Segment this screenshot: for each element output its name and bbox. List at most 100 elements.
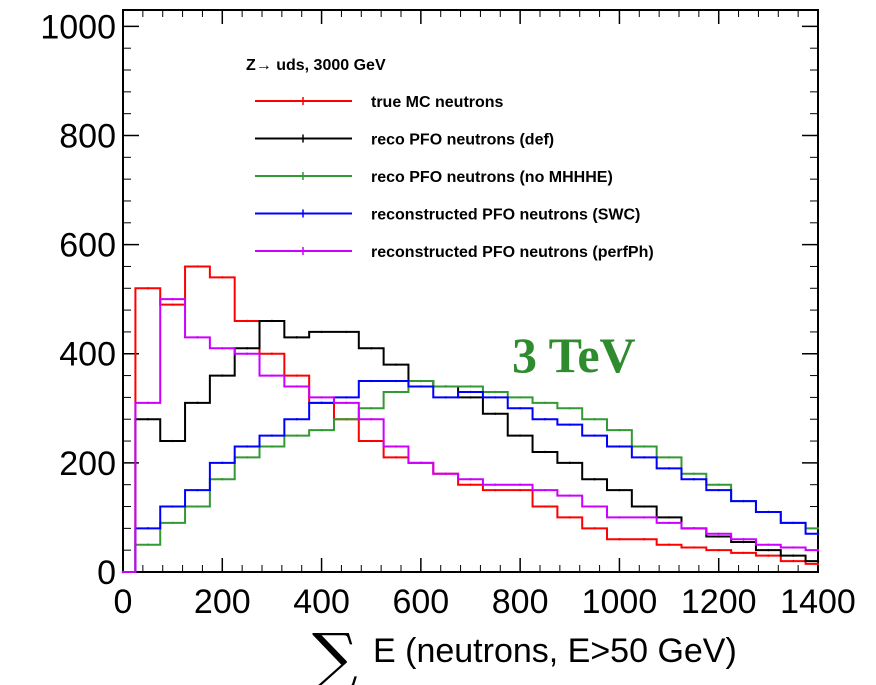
data-point-reconstructed-pfo-neutrons-swc — [370, 379, 373, 383]
x-tick-label: 400 — [293, 583, 350, 621]
legend-label-true-mc-neutrons: true MC neutrons — [371, 94, 504, 111]
data-point-reco-pfo-neutrons-def — [245, 347, 249, 350]
data-point-true-mc-neutrons — [196, 265, 199, 268]
data-point-reconstructed-pfo-neutrons-perfph — [221, 347, 224, 350]
data-point-true-mc-neutrons — [816, 562, 820, 566]
data-point-reco-pfo-neutrons-no-mhhhe — [270, 445, 274, 448]
legend-label-reco-pfo-neutrons-no-mhhhe: reco PFO neutrons (no MHHHE) — [371, 169, 613, 186]
energy-annotation: 3 TeV — [512, 327, 636, 383]
data-point-reco-pfo-neutrons-def — [320, 330, 323, 334]
data-point-true-mc-neutrons — [171, 303, 174, 306]
data-point-true-mc-neutrons — [717, 548, 720, 552]
data-point-reco-pfo-neutrons-no-mhhhe — [518, 396, 522, 399]
data-point-true-mc-neutrons — [643, 538, 646, 541]
data-point-reconstructed-pfo-neutrons-swc — [568, 423, 571, 426]
series-line-reconstructed-pfo-neutrons-swc — [123, 380, 818, 573]
data-point-reconstructed-pfo-neutrons-perfph — [295, 385, 298, 388]
data-point-reconstructed-pfo-neutrons-perfph — [270, 374, 274, 377]
data-point-true-mc-neutrons — [270, 352, 274, 355]
data-point-reconstructed-pfo-neutrons-perfph — [593, 505, 596, 508]
data-point-reco-pfo-neutrons-def — [469, 396, 472, 399]
data-point-reco-pfo-neutrons-def — [742, 540, 745, 544]
data-point-reco-pfo-neutrons-def — [767, 548, 770, 552]
series-line-true-mc-neutrons — [123, 265, 818, 573]
legend-label-reconstructed-pfo-neutrons-swc: reconstructed PFO neutrons (SWC) — [371, 207, 640, 224]
data-point-reco-pfo-neutrons-no-mhhhe — [543, 401, 547, 405]
data-point-true-mc-neutrons — [543, 505, 547, 508]
data-point-reco-pfo-neutrons-def — [221, 374, 224, 377]
data-point-true-mc-neutrons — [568, 516, 571, 519]
data-point-reconstructed-pfo-neutrons-perfph — [767, 543, 770, 546]
data-point-reconstructed-pfo-neutrons-perfph — [717, 532, 720, 536]
data-point-true-mc-neutrons — [791, 559, 795, 563]
data-point-reco-pfo-neutrons-def — [394, 363, 398, 366]
data-point-reco-pfo-neutrons-no-mhhhe — [245, 456, 249, 459]
data-point-reco-pfo-neutrons-no-mhhhe — [444, 385, 447, 388]
data-point-reco-pfo-neutrons-no-mhhhe — [568, 407, 571, 410]
data-point-reco-pfo-neutrons-no-mhhhe — [295, 434, 298, 437]
data-point-reconstructed-pfo-neutrons-perfph — [494, 483, 497, 486]
data-point-reconstructed-pfo-neutrons-swc — [767, 510, 770, 514]
x-axis-sigma-symbol: ∑ — [312, 621, 358, 685]
data-point-reco-pfo-neutrons-no-mhhhe — [692, 472, 696, 475]
y-tick-label: 800 — [59, 117, 116, 155]
data-point-reconstructed-pfo-neutrons-swc — [692, 478, 696, 481]
x-tick-label: 600 — [392, 583, 449, 621]
data-point-reco-pfo-neutrons-no-mhhhe — [171, 521, 174, 525]
data-point-true-mc-neutrons — [295, 374, 298, 377]
data-point-reco-pfo-neutrons-def — [791, 554, 795, 557]
data-point-reconstructed-pfo-neutrons-perfph — [345, 401, 348, 405]
data-point-reconstructed-pfo-neutrons-swc — [171, 505, 174, 508]
data-point-reconstructed-pfo-neutrons-perfph — [245, 352, 249, 355]
data-point-reco-pfo-neutrons-def — [171, 439, 174, 443]
data-point-reconstructed-pfo-neutrons-swc — [221, 461, 224, 465]
x-tick-label: 1000 — [582, 583, 658, 621]
data-point-reconstructed-pfo-neutrons-perfph — [121, 570, 125, 574]
data-point-reco-pfo-neutrons-def — [816, 559, 820, 563]
x-tick-label: 800 — [492, 583, 549, 621]
data-point-reconstructed-pfo-neutrons-perfph — [543, 488, 547, 492]
data-point-true-mc-neutrons — [593, 527, 596, 530]
x-tick-label: 1200 — [681, 583, 757, 621]
data-point-reco-pfo-neutrons-no-mhhhe — [643, 445, 646, 448]
data-point-reconstructed-pfo-neutrons-perfph — [146, 401, 150, 405]
data-point-reconstructed-pfo-neutrons-perfph — [171, 297, 174, 301]
data-point-reconstructed-pfo-neutrons-perfph — [667, 521, 671, 525]
data-point-reconstructed-pfo-neutrons-perfph — [816, 548, 820, 552]
data-point-reconstructed-pfo-neutrons-perfph — [370, 418, 373, 421]
data-point-reconstructed-pfo-neutrons-swc — [518, 407, 522, 410]
data-point-reconstructed-pfo-neutrons-perfph — [518, 483, 522, 486]
data-point-reconstructed-pfo-neutrons-perfph — [742, 538, 745, 541]
y-tick-label: 600 — [59, 227, 116, 265]
data-point-true-mc-neutrons — [667, 543, 671, 546]
data-point-reco-pfo-neutrons-no-mhhhe — [816, 527, 820, 530]
data-point-reconstructed-pfo-neutrons-swc — [643, 456, 646, 459]
legend-title: Z→ uds, 3000 GeV — [246, 57, 386, 74]
x-tick-label: 1400 — [780, 583, 856, 621]
data-point-reconstructed-pfo-neutrons-swc — [543, 418, 547, 421]
data-point-reco-pfo-neutrons-no-mhhhe — [469, 385, 472, 388]
data-point-reco-pfo-neutrons-no-mhhhe — [370, 407, 373, 410]
data-point-reconstructed-pfo-neutrons-swc — [196, 488, 199, 492]
data-point-reconstructed-pfo-neutrons-swc — [618, 445, 621, 448]
data-point-reconstructed-pfo-neutrons-perfph — [791, 546, 795, 549]
data-point-reco-pfo-neutrons-def — [717, 535, 720, 538]
data-point-reco-pfo-neutrons-def — [543, 450, 547, 454]
x-axis: 0 200 400 600 800 1000 1200 1400 — [114, 10, 856, 621]
x-tick-label: 0 — [114, 583, 133, 621]
data-point-reconstructed-pfo-neutrons-perfph — [643, 516, 646, 519]
x-tick-label: 200 — [194, 583, 251, 621]
data-point-reconstructed-pfo-neutrons-perfph — [394, 445, 398, 448]
data-point-reco-pfo-neutrons-def — [518, 434, 522, 437]
data-point-reco-pfo-neutrons-def — [568, 461, 571, 465]
data-point-reconstructed-pfo-neutrons-swc — [146, 527, 150, 530]
series-group — [121, 265, 820, 574]
data-point-reco-pfo-neutrons-def — [593, 478, 596, 481]
data-point-reco-pfo-neutrons-no-mhhhe — [667, 456, 671, 459]
data-point-reco-pfo-neutrons-no-mhhhe — [618, 428, 621, 432]
data-point-reconstructed-pfo-neutrons-perfph — [419, 461, 423, 465]
legend-label-reco-pfo-neutrons-def: reco PFO neutrons (def) — [371, 132, 554, 149]
data-point-reconstructed-pfo-neutrons-swc — [593, 434, 596, 437]
plot-frame — [122, 9, 819, 573]
data-point-reco-pfo-neutrons-no-mhhhe — [146, 543, 150, 546]
